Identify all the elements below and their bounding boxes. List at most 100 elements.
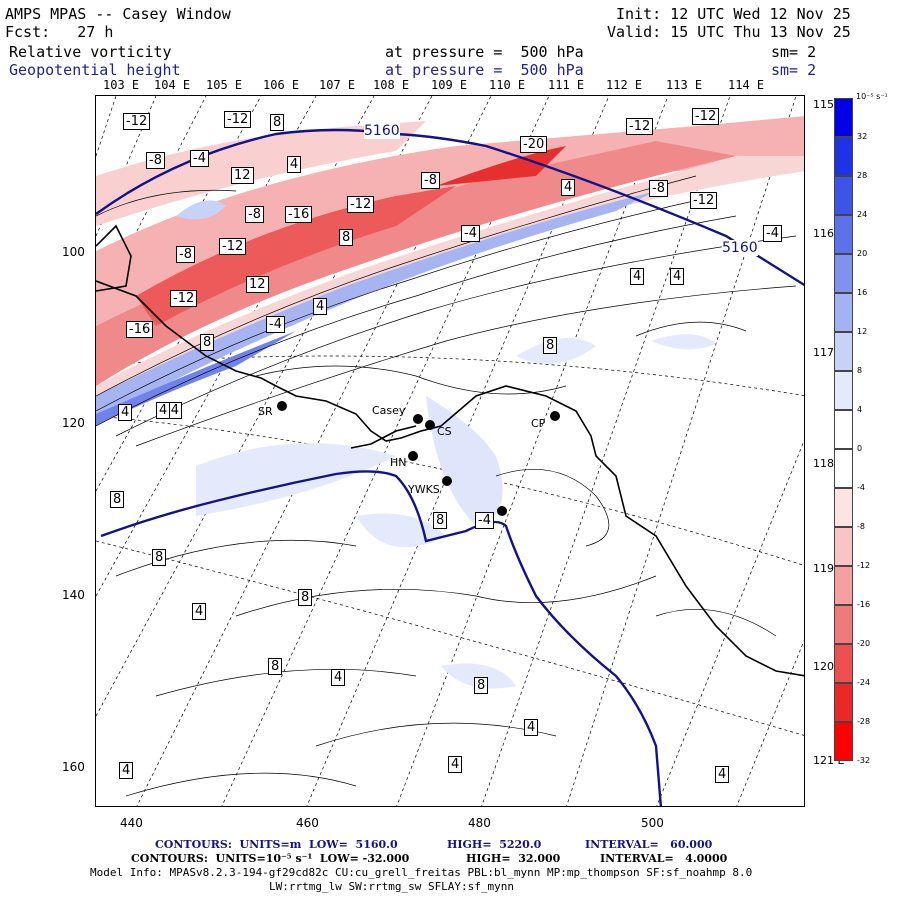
colorbar-segment <box>834 98 853 137</box>
colorbar-segment <box>834 605 853 644</box>
vorticity-fill <box>96 116 804 689</box>
vorticity-contour-label: -12 <box>224 111 252 128</box>
footer-height-high: HIGH= 5220.0 <box>447 838 542 851</box>
vorticity-contour-label: 4 <box>313 298 328 315</box>
vorticity-contour-label: 4 <box>119 762 134 779</box>
vorticity-contour-label: 4 <box>670 268 685 285</box>
coastline <box>96 224 804 677</box>
colorbar-segment <box>834 722 853 761</box>
forecast-hour: Fcst: 27 h <box>5 23 114 41</box>
colorbar-label: -4 <box>857 483 865 492</box>
vorticity-contour-label: -8 <box>421 172 440 189</box>
vorticity-contour-label: -12 <box>219 238 247 255</box>
colorbar-label: -32 <box>857 756 871 765</box>
vorticity-contour-label: 4 <box>630 268 645 285</box>
footer-height-interval: INTERVAL= 60.000 <box>585 838 713 851</box>
vorticity-contour-label: -12 <box>347 196 375 213</box>
y-tick: 120 <box>62 416 85 430</box>
field1-pressure: at pressure = 500 hPa <box>385 43 584 61</box>
vorticity-contour-label: -4 <box>475 512 494 529</box>
vorticity-contour-label: -12 <box>123 113 151 130</box>
colorbar-label: 32 <box>857 132 868 141</box>
vorticity-contour-label: -16 <box>126 321 154 338</box>
lon-label: 103 E <box>103 78 140 92</box>
colorbar-label: 0 <box>857 444 863 453</box>
colorbar-segment <box>834 293 853 332</box>
x-tick: 460 <box>296 816 319 830</box>
vorticity-contour-label: 8 <box>268 658 283 675</box>
colorbar-segment <box>834 644 853 683</box>
colorbar-segment <box>834 449 853 488</box>
colorbar-segment <box>834 527 853 566</box>
vorticity-contour-label: 4 <box>448 756 463 773</box>
colorbar-label: -8 <box>857 522 865 531</box>
lon-label: 108 E <box>373 78 410 92</box>
vorticity-contour-label: -8 <box>245 206 264 223</box>
vorticity-contour-label: 8 <box>110 491 125 508</box>
vorticity-contour-label: 8 <box>152 549 167 566</box>
vorticity-contour-label: 8 <box>474 677 489 694</box>
colorbar-label: -16 <box>857 600 871 609</box>
lon-label: 114 E <box>728 78 765 92</box>
footer-model-info: Model Info: MPASv8.2.3-194-gf29cd82c CU:… <box>90 866 753 879</box>
vorticity-contour-label: -12 <box>170 290 198 307</box>
colorbar-unit: 10⁻⁵ s⁻¹ <box>856 92 888 101</box>
y-tick: 160 <box>62 760 85 774</box>
footer-radiation-info: LW:rrtmg_lw SW:rrtmg_sw SFLAY:sf_mynn <box>269 880 515 893</box>
footer-vort-info: CONTOURS: UNITS=10⁻⁵ s⁻¹ LOW= -32.000 <box>131 852 410 865</box>
field1-smoothing: sm= 2 <box>771 43 817 61</box>
vorticity-contour-label: -4 <box>461 225 480 242</box>
colorbar-segment <box>834 410 853 449</box>
vorticity-contour-label: -8 <box>649 180 668 197</box>
lon-label: 104 E <box>154 78 191 92</box>
map-svg <box>96 96 804 806</box>
height-label: 5160 <box>364 123 400 139</box>
colorbar-label: 24 <box>857 210 868 219</box>
colorbar-label: 8 <box>857 366 863 375</box>
vorticity-contour-label: 4 <box>118 404 133 421</box>
colorbar-label: 16 <box>857 288 868 297</box>
colorbar-label: 28 <box>857 171 868 180</box>
footer-height-info: CONTOURS: UNITS=m LOW= 5160.0 <box>155 838 398 851</box>
colorbar-label: -24 <box>857 678 871 687</box>
vorticity-contour-label: -4 <box>763 225 782 242</box>
vorticity-contour-label: 8 <box>200 334 215 351</box>
colorbar-segment <box>834 137 853 176</box>
field2-smoothing: sm= 2 <box>771 61 817 79</box>
vorticity-contour-label: 4 <box>192 603 207 620</box>
vorticity-contour-label: -20 <box>520 136 548 153</box>
vorticity-contour-label: 4 <box>331 669 346 686</box>
station-hn: HN <box>390 456 407 469</box>
field1-name: Relative vorticity <box>9 43 172 61</box>
footer-vort-high: HIGH= 32.000 <box>466 852 561 865</box>
vorticity-contour-label: -12 <box>690 192 718 209</box>
colorbar-segment <box>834 683 853 722</box>
vorticity-contour-label: 12 <box>231 167 254 184</box>
vorticity-contour-label: -16 <box>285 206 313 223</box>
vorticity-contour-label: -12 <box>692 108 720 125</box>
station-ywks: YWKS <box>408 483 440 496</box>
footer-vort-interval: INTERVAL= 4.0000 <box>600 852 728 865</box>
vorticity-contour-label: 4 <box>156 402 171 419</box>
lon-label: 105 E <box>206 78 243 92</box>
vorticity-contour-label: 4 <box>287 156 302 173</box>
vorticity-contour-label: 8 <box>433 512 448 529</box>
x-tick: 480 <box>468 816 491 830</box>
lon-label: 111 E <box>548 78 585 92</box>
colorbar-segment <box>834 371 853 410</box>
vorticity-contour-label: 12 <box>246 276 269 293</box>
vorticity-contour-label: 4 <box>524 719 539 736</box>
vorticity-contour-label: 8 <box>298 589 313 606</box>
y-tick: 140 <box>62 588 85 602</box>
station-casey: Casey <box>372 404 406 417</box>
lon-label: 106 E <box>263 78 300 92</box>
vorticity-contour-label: -8 <box>176 246 195 263</box>
vorticity-contour-label: 8 <box>270 114 285 131</box>
lon-label: 113 E <box>666 78 703 92</box>
vorticity-contour-label: 4 <box>561 179 576 196</box>
y-tick: 100 <box>62 245 85 259</box>
model-title: AMPS MPAS -- Casey Window <box>5 5 231 23</box>
station-cp: CP <box>531 417 546 430</box>
colorbar-segment <box>834 332 853 371</box>
lon-label: 110 E <box>489 78 526 92</box>
